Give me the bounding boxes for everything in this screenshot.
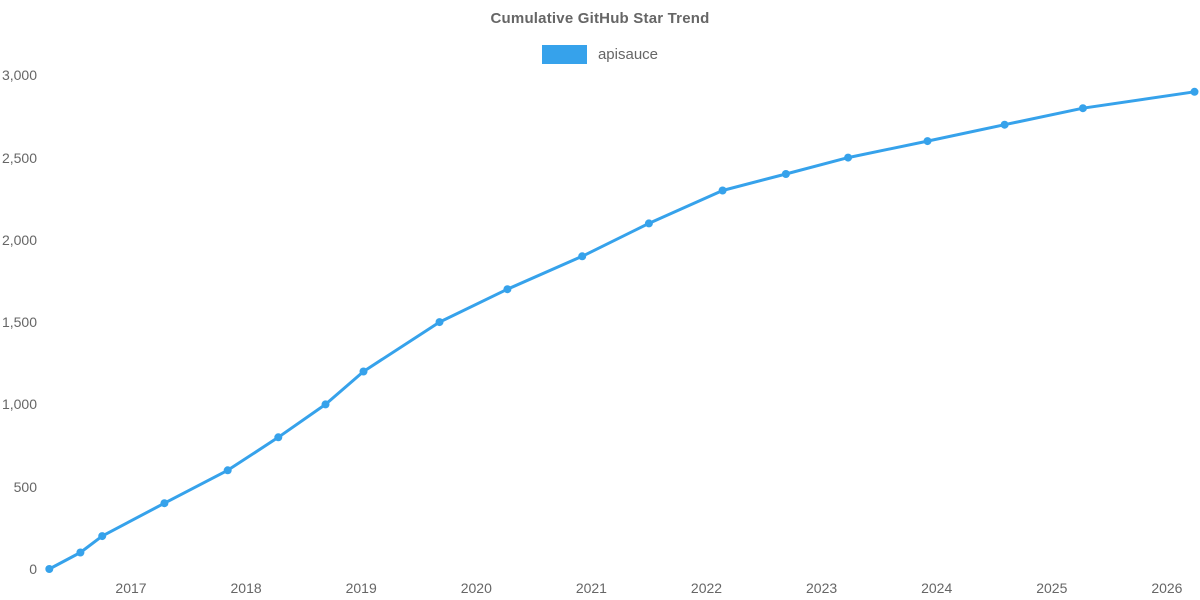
data-point[interactable]	[1078, 104, 1087, 113]
data-point[interactable]	[76, 548, 85, 557]
data-point[interactable]	[98, 532, 107, 541]
data-point[interactable]	[923, 137, 932, 146]
legend: apisauce	[0, 45, 1200, 64]
data-point[interactable]	[359, 367, 368, 376]
data-point[interactable]	[644, 219, 653, 228]
data-point[interactable]	[503, 285, 512, 294]
data-point[interactable]	[321, 400, 330, 409]
data-point[interactable]	[718, 186, 727, 195]
chart-title: Cumulative GitHub Star Trend	[490, 10, 710, 27]
data-point[interactable]	[781, 170, 790, 178]
data-point[interactable]	[578, 252, 587, 261]
data-point[interactable]	[844, 153, 853, 162]
legend-item-apisauce[interactable]: apisauce	[541, 45, 659, 64]
legend-swatch-icon	[541, 45, 587, 64]
data-point[interactable]	[274, 433, 283, 442]
data-point[interactable]	[1000, 120, 1009, 129]
data-point[interactable]	[223, 466, 232, 475]
legend-label: apisauce	[597, 46, 659, 63]
data-point[interactable]	[160, 499, 169, 508]
data-point[interactable]	[435, 318, 444, 327]
series-line-apisauce	[47, 90, 1196, 571]
data-point[interactable]	[1190, 87, 1199, 96]
data-point[interactable]	[45, 565, 54, 573]
